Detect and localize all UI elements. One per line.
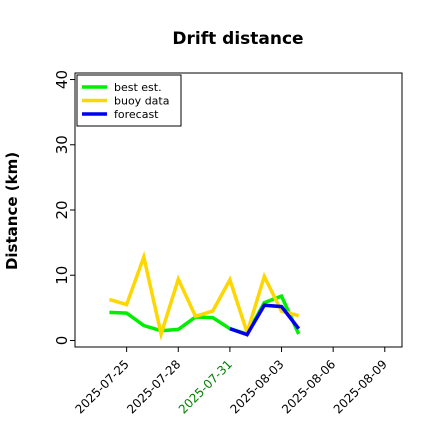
y-tick-label: 20 — [53, 200, 71, 219]
legend-label-best-est: best est. — [114, 81, 162, 94]
series-layer — [108, 250, 301, 341]
y-axis: 0 10 20 30 40 — [53, 70, 75, 345]
y-axis-label: Distance (km) — [3, 152, 21, 270]
x-tick-label: 2025-07-25 — [73, 357, 132, 416]
x-axis: 2025-07-252025-07-282025-07-312025-08-03… — [73, 347, 390, 416]
chart-title: Drift distance — [172, 29, 303, 49]
x-tick-label: 2025-07-31 — [176, 357, 235, 416]
x-tick-label: 2025-07-28 — [124, 357, 183, 416]
legend-label-buoy-data: buoy data — [114, 95, 169, 108]
legend-label-forecast: forecast — [114, 108, 159, 121]
x-tick-label: 2025-08-09 — [331, 357, 390, 416]
series-line-best-est — [109, 293, 301, 337]
series-line-buoy-data — [108, 250, 300, 341]
x-tick-label: 2025-08-06 — [279, 357, 338, 416]
y-tick-label: 10 — [53, 266, 71, 285]
y-tick-label: 0 — [53, 336, 71, 346]
series-line-forecast — [229, 303, 301, 337]
x-tick-label: 2025-08-03 — [227, 357, 286, 416]
y-tick-label: 30 — [53, 135, 71, 154]
y-tick-label: 40 — [53, 70, 71, 89]
